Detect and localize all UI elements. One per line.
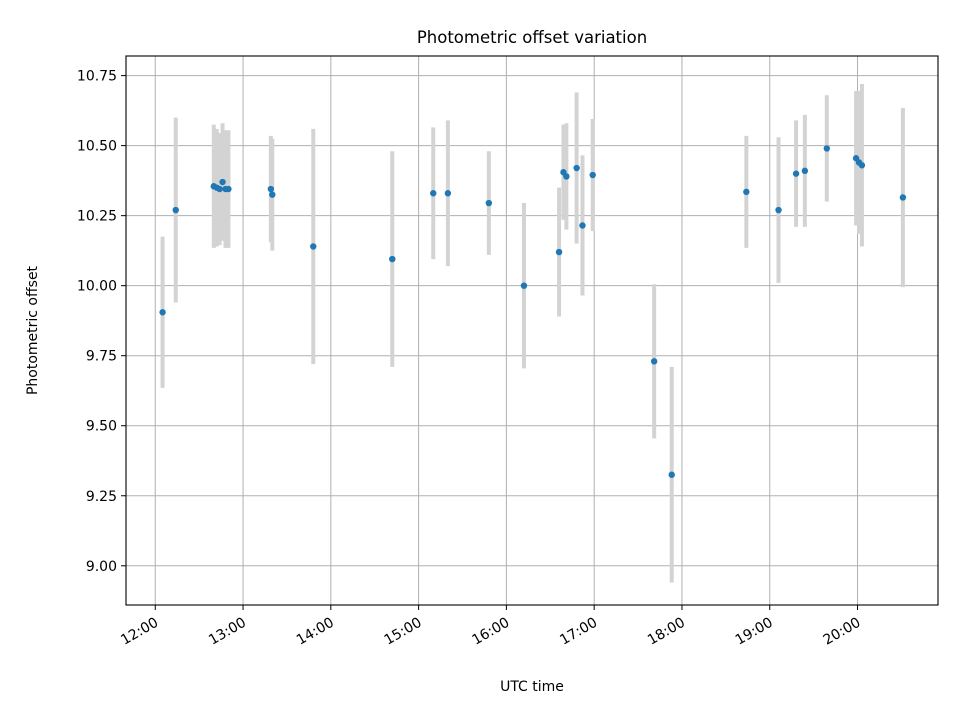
data-point: [589, 171, 596, 179]
data-point: [899, 194, 907, 201]
data-point: [555, 248, 563, 256]
data-point: [743, 188, 750, 196]
x-tick-label: 12:00: [118, 615, 161, 649]
x-tick-label: 17:00: [557, 615, 600, 649]
data-point: [159, 309, 166, 316]
x-tick-label: 20:00: [821, 615, 864, 649]
x-tick-label: 18:00: [645, 615, 688, 649]
x-tick-label: 13:00: [206, 615, 249, 649]
data-point: [267, 185, 275, 193]
data-point: [269, 191, 276, 198]
y-tick-label: 10.25: [77, 209, 117, 225]
data-point: [792, 170, 800, 177]
data-point: [858, 162, 866, 169]
y-axis-label: Photometric offset: [25, 265, 41, 395]
y-tick-label: 9.50: [86, 419, 117, 435]
x-tick-label: 15:00: [382, 615, 425, 649]
data-point: [650, 358, 658, 365]
data-point: [668, 471, 675, 478]
y-tick-label: 9.75: [86, 349, 117, 365]
data-points: [159, 145, 907, 478]
chart-title: Photometric offset variation: [417, 28, 647, 47]
data-point: [172, 206, 179, 214]
x-axis-label: UTC time: [500, 679, 564, 695]
data-point: [430, 190, 437, 197]
data-point: [310, 243, 317, 250]
data-point: [823, 145, 831, 152]
data-point: [801, 167, 809, 175]
y-tick-label: 10.50: [77, 139, 117, 155]
x-axis-ticks: 12:00 13:00 14:00 15:00 16:00 17:00 18:00 19:00…: [118, 605, 864, 649]
x-tick-label: 19:00: [733, 615, 776, 649]
x-tick-label: 16:00: [469, 615, 512, 649]
data-point: [225, 185, 232, 193]
data-point: [563, 173, 570, 180]
y-tick-label: 9.25: [86, 489, 117, 505]
data-point: [485, 199, 493, 207]
x-tick-label: 14:00: [294, 615, 337, 649]
y-tick-label: 10.00: [77, 279, 117, 295]
y-axis-ticks: 9.00 9.25 9.50 9.75 10.00 10.25 10.50 10.75: [77, 69, 126, 575]
error-bars: [160, 84, 905, 583]
y-tick-label: 9.00: [86, 559, 117, 575]
data-point: [219, 178, 226, 186]
data-point: [216, 185, 223, 193]
data-point: [573, 164, 580, 172]
grid: [126, 56, 938, 605]
plot-frame: [125, 55, 939, 606]
data-point: [775, 206, 782, 214]
data-point: [444, 190, 452, 197]
data-point: [579, 222, 586, 229]
data-point: [520, 282, 528, 289]
data-point: [389, 255, 396, 263]
y-tick-label: 10.75: [77, 69, 117, 85]
